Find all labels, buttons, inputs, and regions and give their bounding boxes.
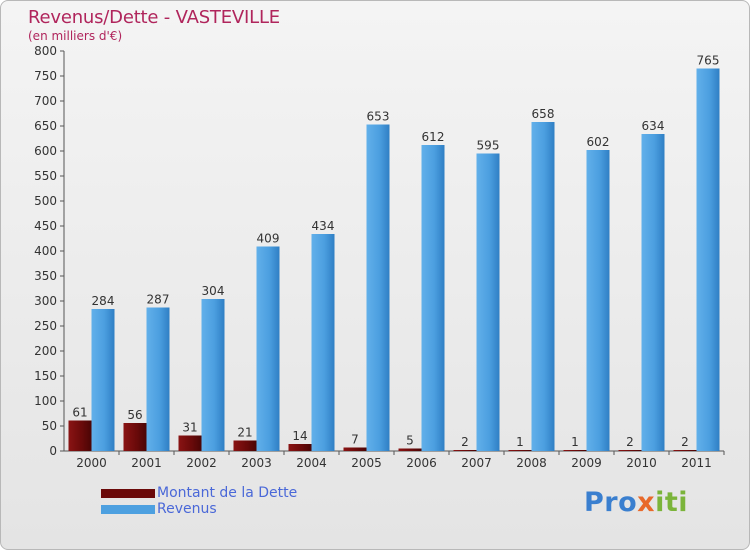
y-tick-label: 600 [34, 144, 57, 158]
chart-title: Revenus/Dette - VASTEVILLE [28, 7, 280, 28]
data-label-revenus: 434 [312, 219, 335, 233]
bar-dette [233, 440, 257, 451]
data-label-revenus: 612 [422, 130, 445, 144]
bar-revenus [696, 68, 720, 451]
bar-dette [68, 420, 92, 451]
bar-revenus [421, 145, 445, 451]
data-label-revenus: 602 [587, 135, 610, 149]
bar-revenus [91, 309, 115, 451]
data-label-dette: 2 [626, 435, 634, 449]
bar-dette [398, 448, 422, 451]
bar-revenus [531, 122, 555, 451]
bar-dette [123, 423, 147, 451]
bar-dette [453, 450, 477, 451]
x-tick-label: 2005 [351, 456, 382, 470]
bar-dette [288, 444, 312, 451]
proxiti-logo: Proxiti [584, 487, 688, 518]
chart-subtitle: (en milliers d'€) [28, 29, 123, 43]
legend-swatch-revenus [101, 505, 155, 514]
data-label-revenus: 765 [697, 54, 720, 68]
data-label-revenus: 595 [477, 139, 500, 153]
y-tick-label: 250 [34, 319, 57, 333]
bar-dette [618, 450, 642, 451]
data-label-dette: 1 [516, 435, 524, 449]
x-tick-label: 2006 [406, 456, 437, 470]
y-tick-label: 700 [34, 94, 57, 108]
bar-dette [343, 447, 367, 451]
data-label-dette: 21 [237, 426, 252, 440]
data-label-dette: 31 [182, 421, 197, 435]
bar-dette [508, 450, 532, 451]
y-tick-label: 650 [34, 119, 57, 133]
data-label-dette: 2 [461, 435, 469, 449]
legend-label-revenus: Revenus [157, 501, 217, 517]
x-tick-label: 2010 [626, 456, 657, 470]
data-label-dette: 2 [681, 435, 689, 449]
bar-dette [673, 450, 697, 451]
y-tick-label: 100 [34, 394, 57, 408]
y-tick-label: 200 [34, 344, 57, 358]
bar-dette [178, 435, 202, 451]
data-label-dette: 56 [127, 408, 142, 422]
data-label-dette: 1 [571, 435, 579, 449]
y-tick-label: 50 [42, 419, 57, 433]
legend-swatch-dette [101, 489, 155, 498]
x-tick-label: 2003 [241, 456, 272, 470]
bar-dette [563, 450, 587, 451]
bar-revenus [641, 134, 665, 451]
y-tick-label: 800 [34, 44, 57, 58]
bar-revenus [586, 150, 610, 451]
x-tick-label: 2000 [76, 456, 107, 470]
bar-revenus [311, 234, 335, 451]
bar-revenus [366, 124, 390, 451]
y-tick-label: 350 [34, 269, 57, 283]
x-tick-label: 2009 [571, 456, 602, 470]
x-tick-label: 2002 [186, 456, 217, 470]
y-tick-label: 450 [34, 219, 57, 233]
legend-label-dette: Montant de la Dette [157, 485, 298, 501]
data-label-revenus: 409 [257, 232, 280, 246]
data-label-dette: 61 [72, 406, 87, 420]
y-tick-label: 0 [49, 444, 57, 458]
data-label-dette: 7 [351, 433, 359, 447]
x-tick-label: 2008 [516, 456, 547, 470]
data-label-revenus: 653 [367, 110, 390, 124]
bar-revenus [146, 307, 170, 451]
data-label-revenus: 304 [202, 284, 225, 298]
y-tick-label: 300 [34, 294, 57, 308]
data-label-revenus: 658 [532, 107, 555, 121]
y-tick-label: 500 [34, 194, 57, 208]
x-tick-label: 2007 [461, 456, 492, 470]
bar-revenus [476, 153, 500, 451]
y-tick-label: 750 [34, 69, 57, 83]
data-label-revenus: 634 [642, 119, 665, 133]
x-tick-label: 2011 [681, 456, 712, 470]
y-tick-label: 400 [34, 244, 57, 258]
y-tick-label: 550 [34, 169, 57, 183]
data-label-dette: 5 [406, 434, 414, 448]
bar-revenus [256, 246, 280, 451]
data-label-dette: 14 [292, 429, 307, 443]
data-label-revenus: 284 [92, 294, 115, 308]
x-tick-label: 2001 [131, 456, 162, 470]
bar-revenus [201, 299, 225, 451]
data-label-revenus: 287 [147, 293, 170, 307]
y-tick-label: 150 [34, 369, 57, 383]
x-tick-label: 2004 [296, 456, 327, 470]
